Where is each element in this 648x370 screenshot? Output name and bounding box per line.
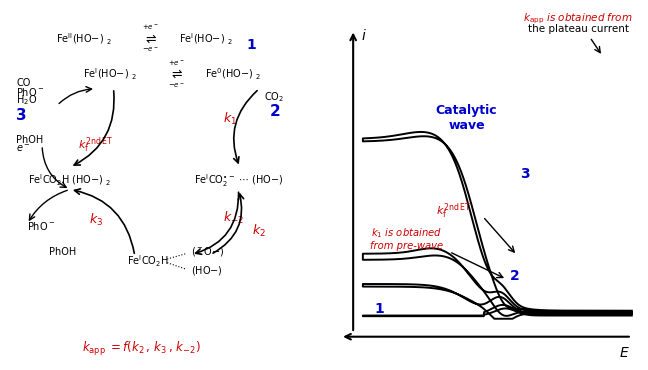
Text: PhO$^-$: PhO$^-$: [27, 221, 55, 232]
Text: $e^-$: $e^-$: [16, 142, 31, 154]
Text: $k_{\rm app}$ is obtained from: $k_{\rm app}$ is obtained from: [523, 11, 633, 26]
Text: PhO$^-$: PhO$^-$: [16, 86, 44, 98]
Text: Fe$^{\rm 0}$(HO$-$) $_{2}$: Fe$^{\rm 0}$(HO$-$) $_{2}$: [205, 66, 261, 82]
Text: Fe$^{\rm I}$CO$_2^{\bullet-}$ $\cdots$ (HO$-$): Fe$^{\rm I}$CO$_2^{\bullet-}$ $\cdots$ (…: [194, 172, 283, 189]
Text: $k_{\rm f}^{\rm 2nd\,ET}$: $k_{\rm f}^{\rm 2nd\,ET}$: [78, 135, 113, 155]
Text: Fe$^{\rm I}$(HO$-$) $_{2}$: Fe$^{\rm I}$(HO$-$) $_{2}$: [179, 31, 233, 47]
Text: Fe$^{\rm I}$(HO$-$) $_{2}$: Fe$^{\rm I}$(HO$-$) $_{2}$: [84, 66, 137, 82]
Text: $+e^-$: $+e^-$: [142, 23, 159, 31]
Text: CO: CO: [16, 78, 30, 88]
Text: $k_{\rm f}^{\rm 2nd\,ET}$: $k_{\rm f}^{\rm 2nd\,ET}$: [436, 201, 471, 221]
Text: $i$: $i$: [361, 28, 367, 43]
Text: Fe$^{\rm I}$CO$_2$H (HO$-$) $_{2}$: Fe$^{\rm I}$CO$_2$H (HO$-$) $_{2}$: [29, 173, 111, 188]
Text: $-e^-$: $-e^-$: [168, 81, 185, 90]
Text: H$_2$O: H$_2$O: [16, 93, 38, 107]
Text: 3: 3: [16, 108, 27, 123]
Text: 1: 1: [374, 302, 384, 316]
Text: $k_2$: $k_2$: [252, 223, 266, 239]
Text: $-e^-$: $-e^-$: [142, 46, 159, 54]
Text: Fe$^{\rm II}$(HO$-$) $_{2}$: Fe$^{\rm II}$(HO$-$) $_{2}$: [56, 31, 112, 47]
Text: PhOH: PhOH: [49, 247, 76, 258]
Text: $k_3$: $k_3$: [89, 212, 103, 228]
Text: CO$_2$: CO$_2$: [264, 90, 284, 104]
Text: $+e^-$: $+e^-$: [168, 58, 185, 67]
Text: 2: 2: [270, 104, 281, 119]
Text: (HO$-$): (HO$-$): [191, 264, 223, 278]
Text: $k_1$ is obtained
from pre-wave: $k_1$ is obtained from pre-wave: [371, 226, 443, 251]
Text: Catalytic
wave: Catalytic wave: [435, 104, 498, 132]
Text: $\rightleftharpoons$: $\rightleftharpoons$: [143, 32, 157, 46]
Text: $E$: $E$: [619, 346, 630, 360]
Text: 1: 1: [246, 38, 257, 52]
Text: 2: 2: [510, 269, 520, 283]
Text: PhOH: PhOH: [16, 135, 43, 145]
Text: $\rightleftharpoons$: $\rightleftharpoons$: [169, 67, 183, 81]
Text: 3: 3: [520, 167, 529, 181]
Text: $k_{\rm app}$ $= f(k_2\,,\,k_3\,,\,k_{-2})$: $k_{\rm app}$ $= f(k_2\,,\,k_3\,,\,k_{-2…: [82, 340, 201, 357]
Text: the plateau current: the plateau current: [527, 24, 629, 34]
Text: ($^-$O$-$): ($^-$O$-$): [191, 245, 224, 258]
Text: Fe$^{\rm I}$CO$_2$H: Fe$^{\rm I}$CO$_2$H: [127, 253, 168, 269]
Text: $k_1$: $k_1$: [223, 111, 237, 127]
Text: $k_{-2}$: $k_{-2}$: [223, 209, 244, 226]
